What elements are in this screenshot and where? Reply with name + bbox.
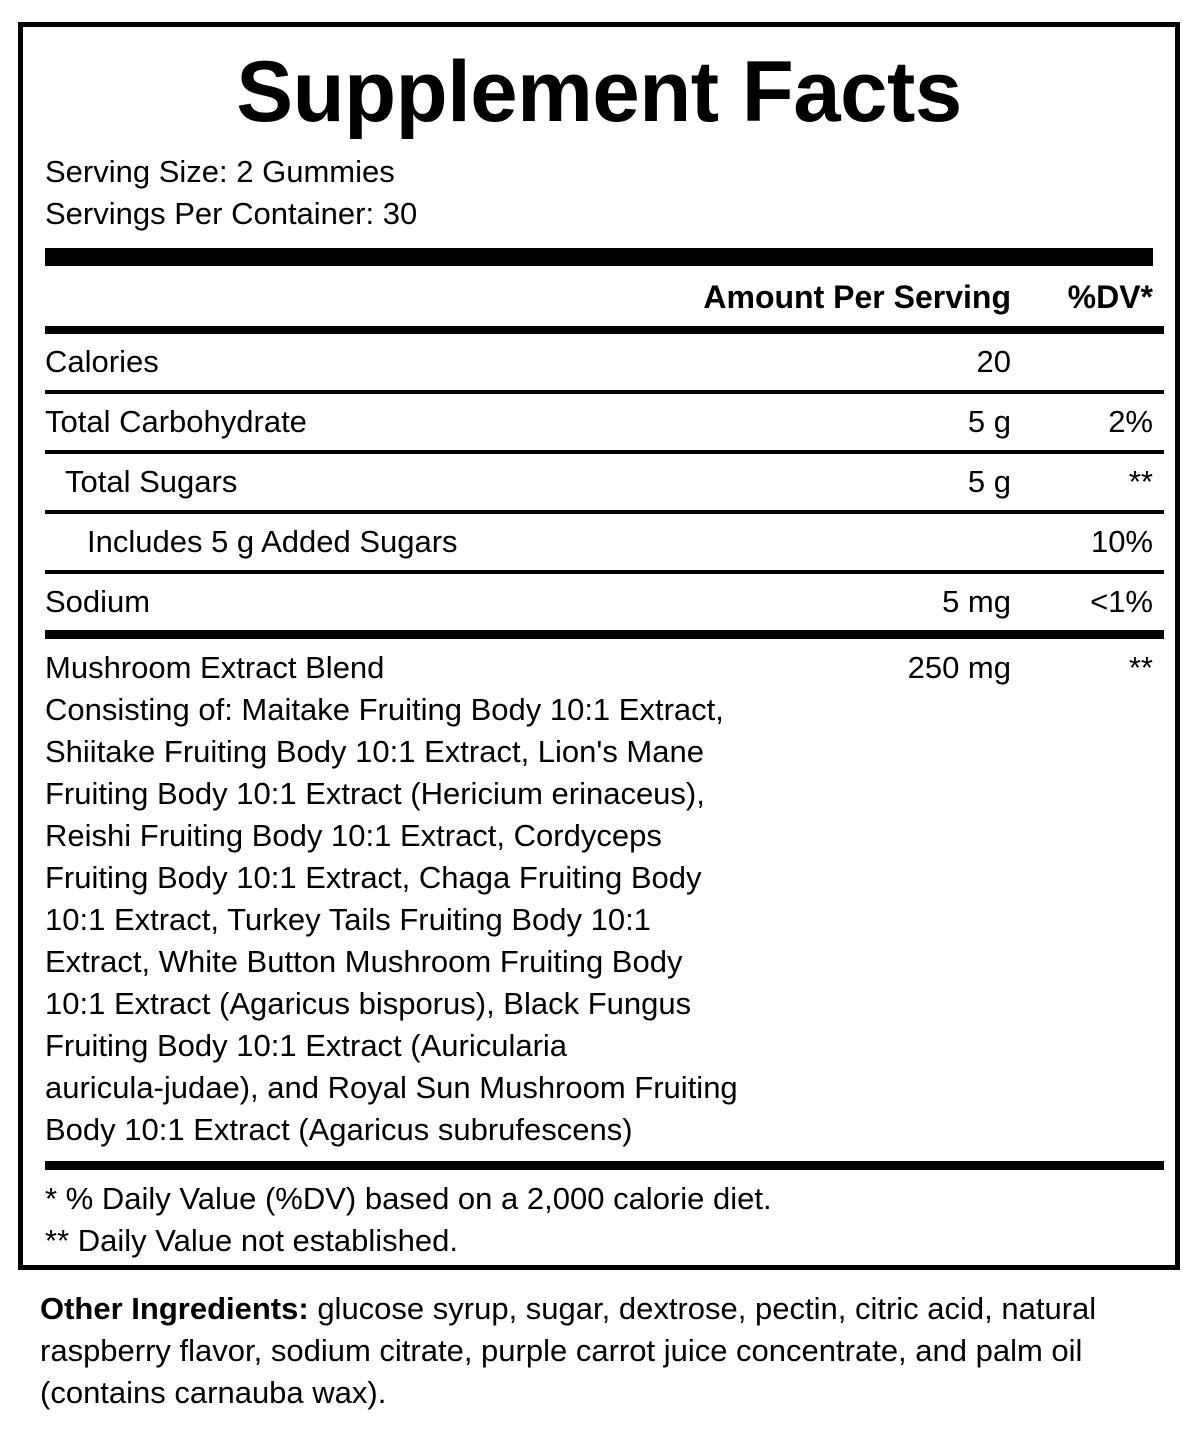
divider-above-blend <box>45 630 1164 639</box>
footnote-not-established: ** Daily Value not established. <box>45 1223 459 1258</box>
column-header-dv: %DV* <box>1067 279 1153 315</box>
nutrient-amount: 5 g <box>967 464 1011 499</box>
supplement-facts-panel: Supplement Facts Serving Size: 2 Gummies… <box>18 22 1180 1270</box>
blend-line: Shiitake Fruiting Body 10:1 Extract, Lio… <box>45 734 704 769</box>
table-row: Calories 20 <box>45 334 1153 390</box>
footnote-daily-value: * % Daily Value (%DV) based on a 2,000 c… <box>45 1181 772 1216</box>
divider-above-footnotes <box>45 1161 1164 1170</box>
table-row: Includes 5 g Added Sugars 10% <box>45 514 1153 570</box>
nutrient-dv: <1% <box>1090 584 1153 619</box>
column-header-amount: Amount Per Serving <box>703 279 1011 315</box>
nutrient-name: Total Carbohydrate <box>45 404 307 439</box>
blend-name: Mushroom Extract Blend <box>45 650 385 685</box>
nutrient-name: Total Sugars <box>65 464 238 499</box>
nutrient-dv: ** <box>1128 464 1153 499</box>
other-ingredients: Other Ingredients: glucose syrup, sugar,… <box>40 1288 1150 1414</box>
mushroom-extract-blend: Mushroom Extract Blend 250 mg ** Consist… <box>45 639 1153 1161</box>
blend-amount: 250 mg <box>907 650 1011 685</box>
nutrient-dv: 2% <box>1108 404 1153 439</box>
nutrient-name: Includes 5 g Added Sugars <box>87 524 458 559</box>
blend-line: 10:1 Extract, Turkey Tails Fruiting Body… <box>45 902 651 937</box>
page-title: Supplement Facts <box>236 44 962 140</box>
blend-line: Fruiting Body 10:1 Extract (Hericium eri… <box>45 776 705 811</box>
nutrient-amount: 5 g <box>967 404 1011 439</box>
divider-row <box>45 390 1164 394</box>
divider-row <box>45 510 1164 514</box>
blend-line: Reishi Fruiting Body 10:1 Extract, Cordy… <box>45 818 662 853</box>
blend-line: 10:1 Extract (Agaricus bisporus), Black … <box>45 986 692 1021</box>
footnotes: * % Daily Value (%DV) based on a 2,000 c… <box>45 1170 1153 1262</box>
blend-line: Consisting of: Maitake Fruiting Body 10:… <box>45 692 724 727</box>
serving-size: Serving Size: 2 Gummies <box>45 154 395 189</box>
servings-per-container: Servings Per Container: 30 <box>45 196 418 231</box>
blend-header-row: Mushroom Extract Blend 250 mg ** <box>45 647 1153 689</box>
divider-row <box>45 570 1164 574</box>
other-ingredients-text: glucose syrup, sugar, dextrose, pectin, … <box>40 1291 1097 1410</box>
nutrition-table: Amount Per Serving %DV* Calories 20 Tota… <box>45 266 1164 1262</box>
nutrient-name: Calories <box>45 344 159 379</box>
blend-line: auricula-judae), and Royal Sun Mushroom … <box>45 1070 738 1105</box>
nutrient-dv: 10% <box>1090 524 1153 559</box>
blend-composition: Consisting of: Maitake Fruiting Body 10:… <box>45 689 925 1151</box>
other-ingredients-heading: Other Ingredients: <box>40 1291 309 1326</box>
divider-under-header <box>45 326 1164 334</box>
nutrient-amount: 5 mg <box>942 584 1011 619</box>
blend-line: Fruiting Body 10:1 Extract, Chaga Fruiti… <box>45 860 702 895</box>
table-row: Total Sugars 5 g ** <box>45 454 1153 510</box>
divider-heavy-top <box>45 248 1153 266</box>
table-row: Total Carbohydrate 5 g 2% <box>45 394 1153 450</box>
table-header-row: Amount Per Serving %DV* <box>45 266 1153 326</box>
nutrient-name: Sodium <box>45 584 151 619</box>
blend-line: Body 10:1 Extract (Agaricus subrufescens… <box>45 1112 633 1147</box>
table-row: Sodium 5 mg <1% <box>45 574 1153 630</box>
serving-info: Serving Size: 2 Gummies Servings Per Con… <box>45 151 1153 235</box>
blend-line: Extract, White Button Mushroom Fruiting … <box>45 944 683 979</box>
divider-row <box>45 450 1164 454</box>
blend-dv: ** <box>1128 650 1153 685</box>
nutrient-amount: 20 <box>976 344 1011 379</box>
blend-line: Fruiting Body 10:1 Extract (Auricularia <box>45 1028 568 1063</box>
